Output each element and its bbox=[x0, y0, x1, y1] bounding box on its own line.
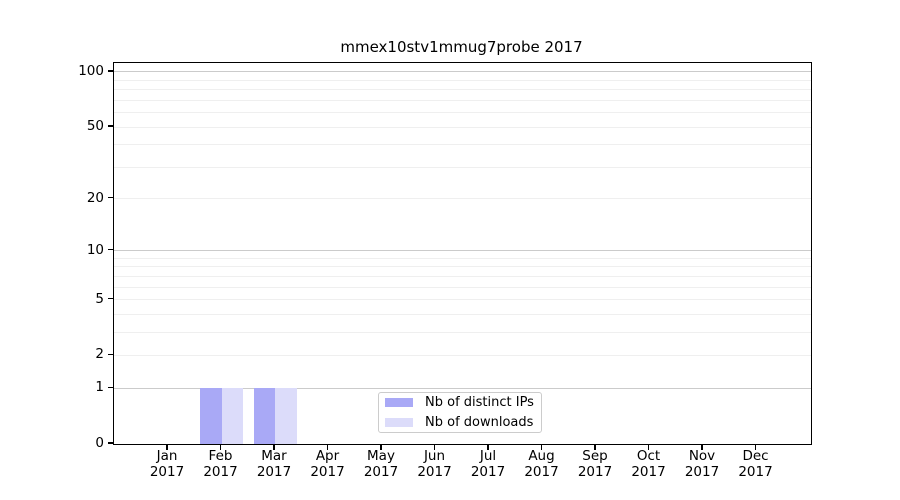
y-tick-label: 100 bbox=[78, 62, 104, 79]
y-tick-label: 0 bbox=[95, 435, 104, 451]
bar-downloads bbox=[275, 388, 297, 444]
x-tick-label: Dec 2017 bbox=[738, 448, 773, 480]
x-tick-mark bbox=[326, 444, 329, 450]
bar-downloads bbox=[221, 388, 243, 444]
gridline-minor bbox=[114, 286, 811, 288]
x-tick-mark bbox=[487, 444, 489, 450]
chart-title: mmex10stv1mmug7probe 2017 bbox=[340, 38, 583, 56]
legend: Nb of distinct IPs Nb of downloads bbox=[378, 392, 542, 433]
x-tick-label: Feb 2017 bbox=[203, 448, 238, 480]
legend-item-downloads: Nb of downloads bbox=[385, 416, 535, 429]
legend-label-downloads: Nb of downloads bbox=[425, 415, 534, 430]
legend-swatch-downloads bbox=[385, 417, 413, 428]
y-tick-mark bbox=[108, 297, 113, 300]
x-tick-mark bbox=[540, 444, 543, 450]
gridline-minor bbox=[114, 299, 811, 301]
legend-swatch-distinct-ips bbox=[385, 397, 413, 408]
x-tick-label: Mar 2017 bbox=[256, 448, 292, 480]
y-tick-label: 10 bbox=[86, 241, 104, 258]
gridline-minor bbox=[114, 313, 811, 315]
y-tick-mark bbox=[108, 196, 113, 199]
x-tick-label: Jun 2017 bbox=[417, 448, 452, 480]
gridline-minor bbox=[114, 266, 811, 268]
y-tick-mark bbox=[108, 125, 113, 127]
gridline-minor bbox=[114, 89, 811, 91]
y-tick-mark bbox=[108, 442, 113, 444]
legend-item-distinct-ips: Nb of distinct IPs bbox=[385, 396, 535, 409]
x-tick-label: Apr 2017 bbox=[310, 448, 345, 480]
gridline-minor bbox=[114, 354, 811, 356]
legend-label-distinct-ips: Nb of distinct IPs bbox=[425, 395, 534, 410]
y-tick-label: 1 bbox=[95, 379, 104, 396]
x-tick-mark bbox=[380, 444, 382, 450]
x-tick-label: Oct 2017 bbox=[631, 448, 666, 480]
gridline-minor bbox=[114, 257, 811, 259]
gridline-major bbox=[114, 71, 811, 73]
x-tick-label: Jan 2017 bbox=[149, 448, 185, 480]
x-tick-mark bbox=[594, 444, 596, 450]
y-tick-mark bbox=[108, 249, 113, 251]
x-tick-mark bbox=[166, 444, 168, 450]
x-tick-label: May 2017 bbox=[363, 448, 399, 480]
plot-area bbox=[113, 62, 812, 445]
gridline-minor bbox=[114, 126, 811, 128]
y-tick-label: 5 bbox=[95, 290, 104, 307]
y-tick-mark bbox=[108, 70, 113, 72]
gridline-minor bbox=[114, 144, 811, 146]
gridline-minor bbox=[114, 198, 811, 200]
x-tick-mark bbox=[433, 444, 436, 450]
y-tick-label: 50 bbox=[86, 118, 104, 135]
y-tick-mark bbox=[108, 353, 113, 356]
x-tick-mark bbox=[273, 444, 275, 450]
x-tick-label: Nov 2017 bbox=[684, 448, 720, 480]
y-tick-label: 2 bbox=[95, 346, 104, 363]
gridline-minor bbox=[114, 79, 811, 81]
bar-distinct-ips bbox=[200, 388, 222, 444]
gridline-minor bbox=[114, 331, 811, 333]
x-tick-label: Jul 2017 bbox=[470, 448, 506, 480]
y-tick-label: 20 bbox=[86, 189, 104, 206]
gridline-minor bbox=[114, 112, 811, 114]
gridline-minor bbox=[114, 99, 811, 101]
gridline-minor bbox=[114, 275, 811, 277]
x-tick-mark bbox=[701, 444, 703, 450]
gridline-minor bbox=[114, 166, 811, 168]
gridline-major bbox=[114, 250, 811, 252]
x-tick-label: Aug 2017 bbox=[524, 448, 559, 480]
gridline-major bbox=[114, 387, 811, 389]
x-tick-mark bbox=[219, 444, 222, 450]
y-tick-mark bbox=[108, 386, 113, 388]
bar-distinct-ips bbox=[253, 388, 275, 444]
x-tick-label: Sep 2017 bbox=[577, 448, 613, 480]
x-tick-mark bbox=[647, 444, 650, 450]
x-tick-mark bbox=[754, 444, 757, 450]
